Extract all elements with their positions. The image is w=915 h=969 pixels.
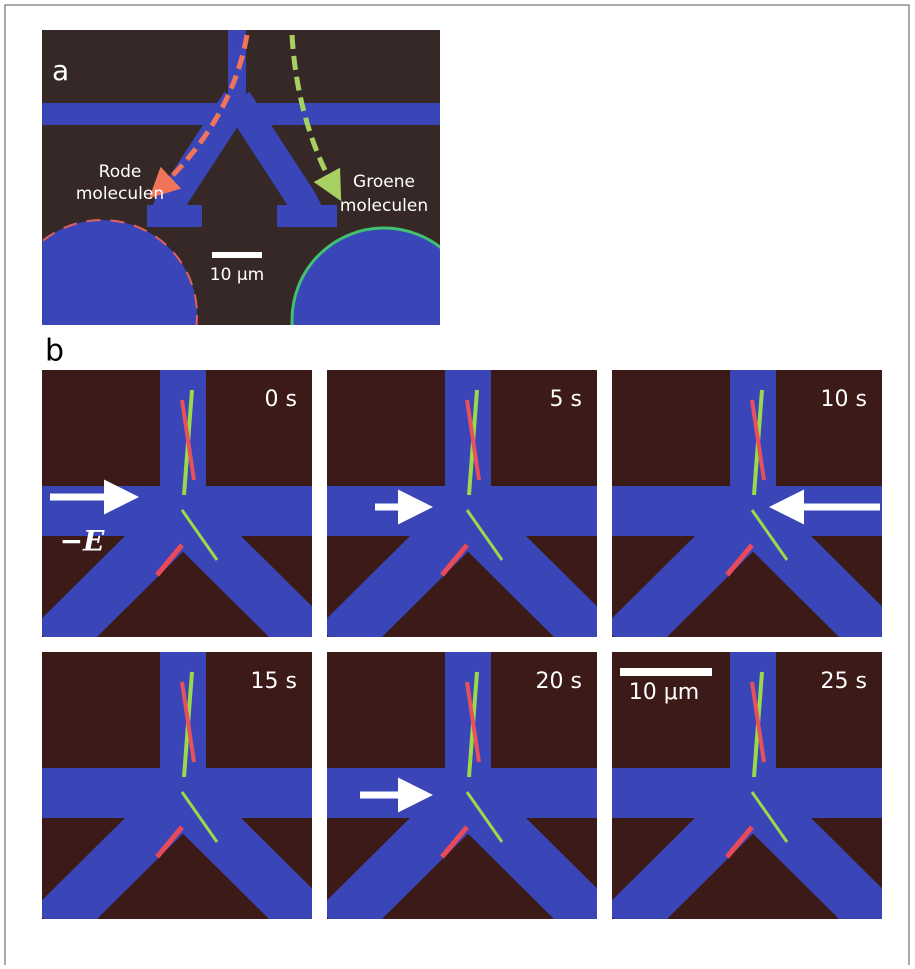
time-label: 10 s — [821, 387, 867, 412]
time-label: 0 s — [265, 387, 297, 412]
frame: 0 s — [42, 370, 314, 645]
field-label: −E — [60, 525, 105, 558]
right-label: Groene — [353, 172, 415, 192]
panel-label: a — [52, 54, 69, 87]
figure: a Rode moleculen Groene moleculen 10 μm … — [0, 0, 915, 965]
scale-label: 10 μm — [629, 680, 699, 705]
panel-b: 0 s 5 s 10 s 15 s 20 s 25 s — [42, 370, 884, 927]
time-label: 25 s — [821, 669, 867, 694]
left-label: Rode — [99, 162, 142, 182]
panel-label: b — [45, 334, 64, 369]
frame: 20 s — [327, 652, 599, 927]
time-label: 15 s — [251, 669, 297, 694]
time-label: 20 s — [536, 669, 582, 694]
frame: 15 s — [42, 652, 314, 927]
panel-a: a Rode moleculen Groene moleculen 10 μm — [7, 30, 476, 412]
left-label: moleculen — [76, 184, 164, 204]
scale-label: 10 μm — [210, 265, 264, 285]
frame: 5 s — [327, 370, 599, 645]
time-label: 5 s — [550, 387, 582, 412]
right-label: moleculen — [340, 196, 428, 216]
